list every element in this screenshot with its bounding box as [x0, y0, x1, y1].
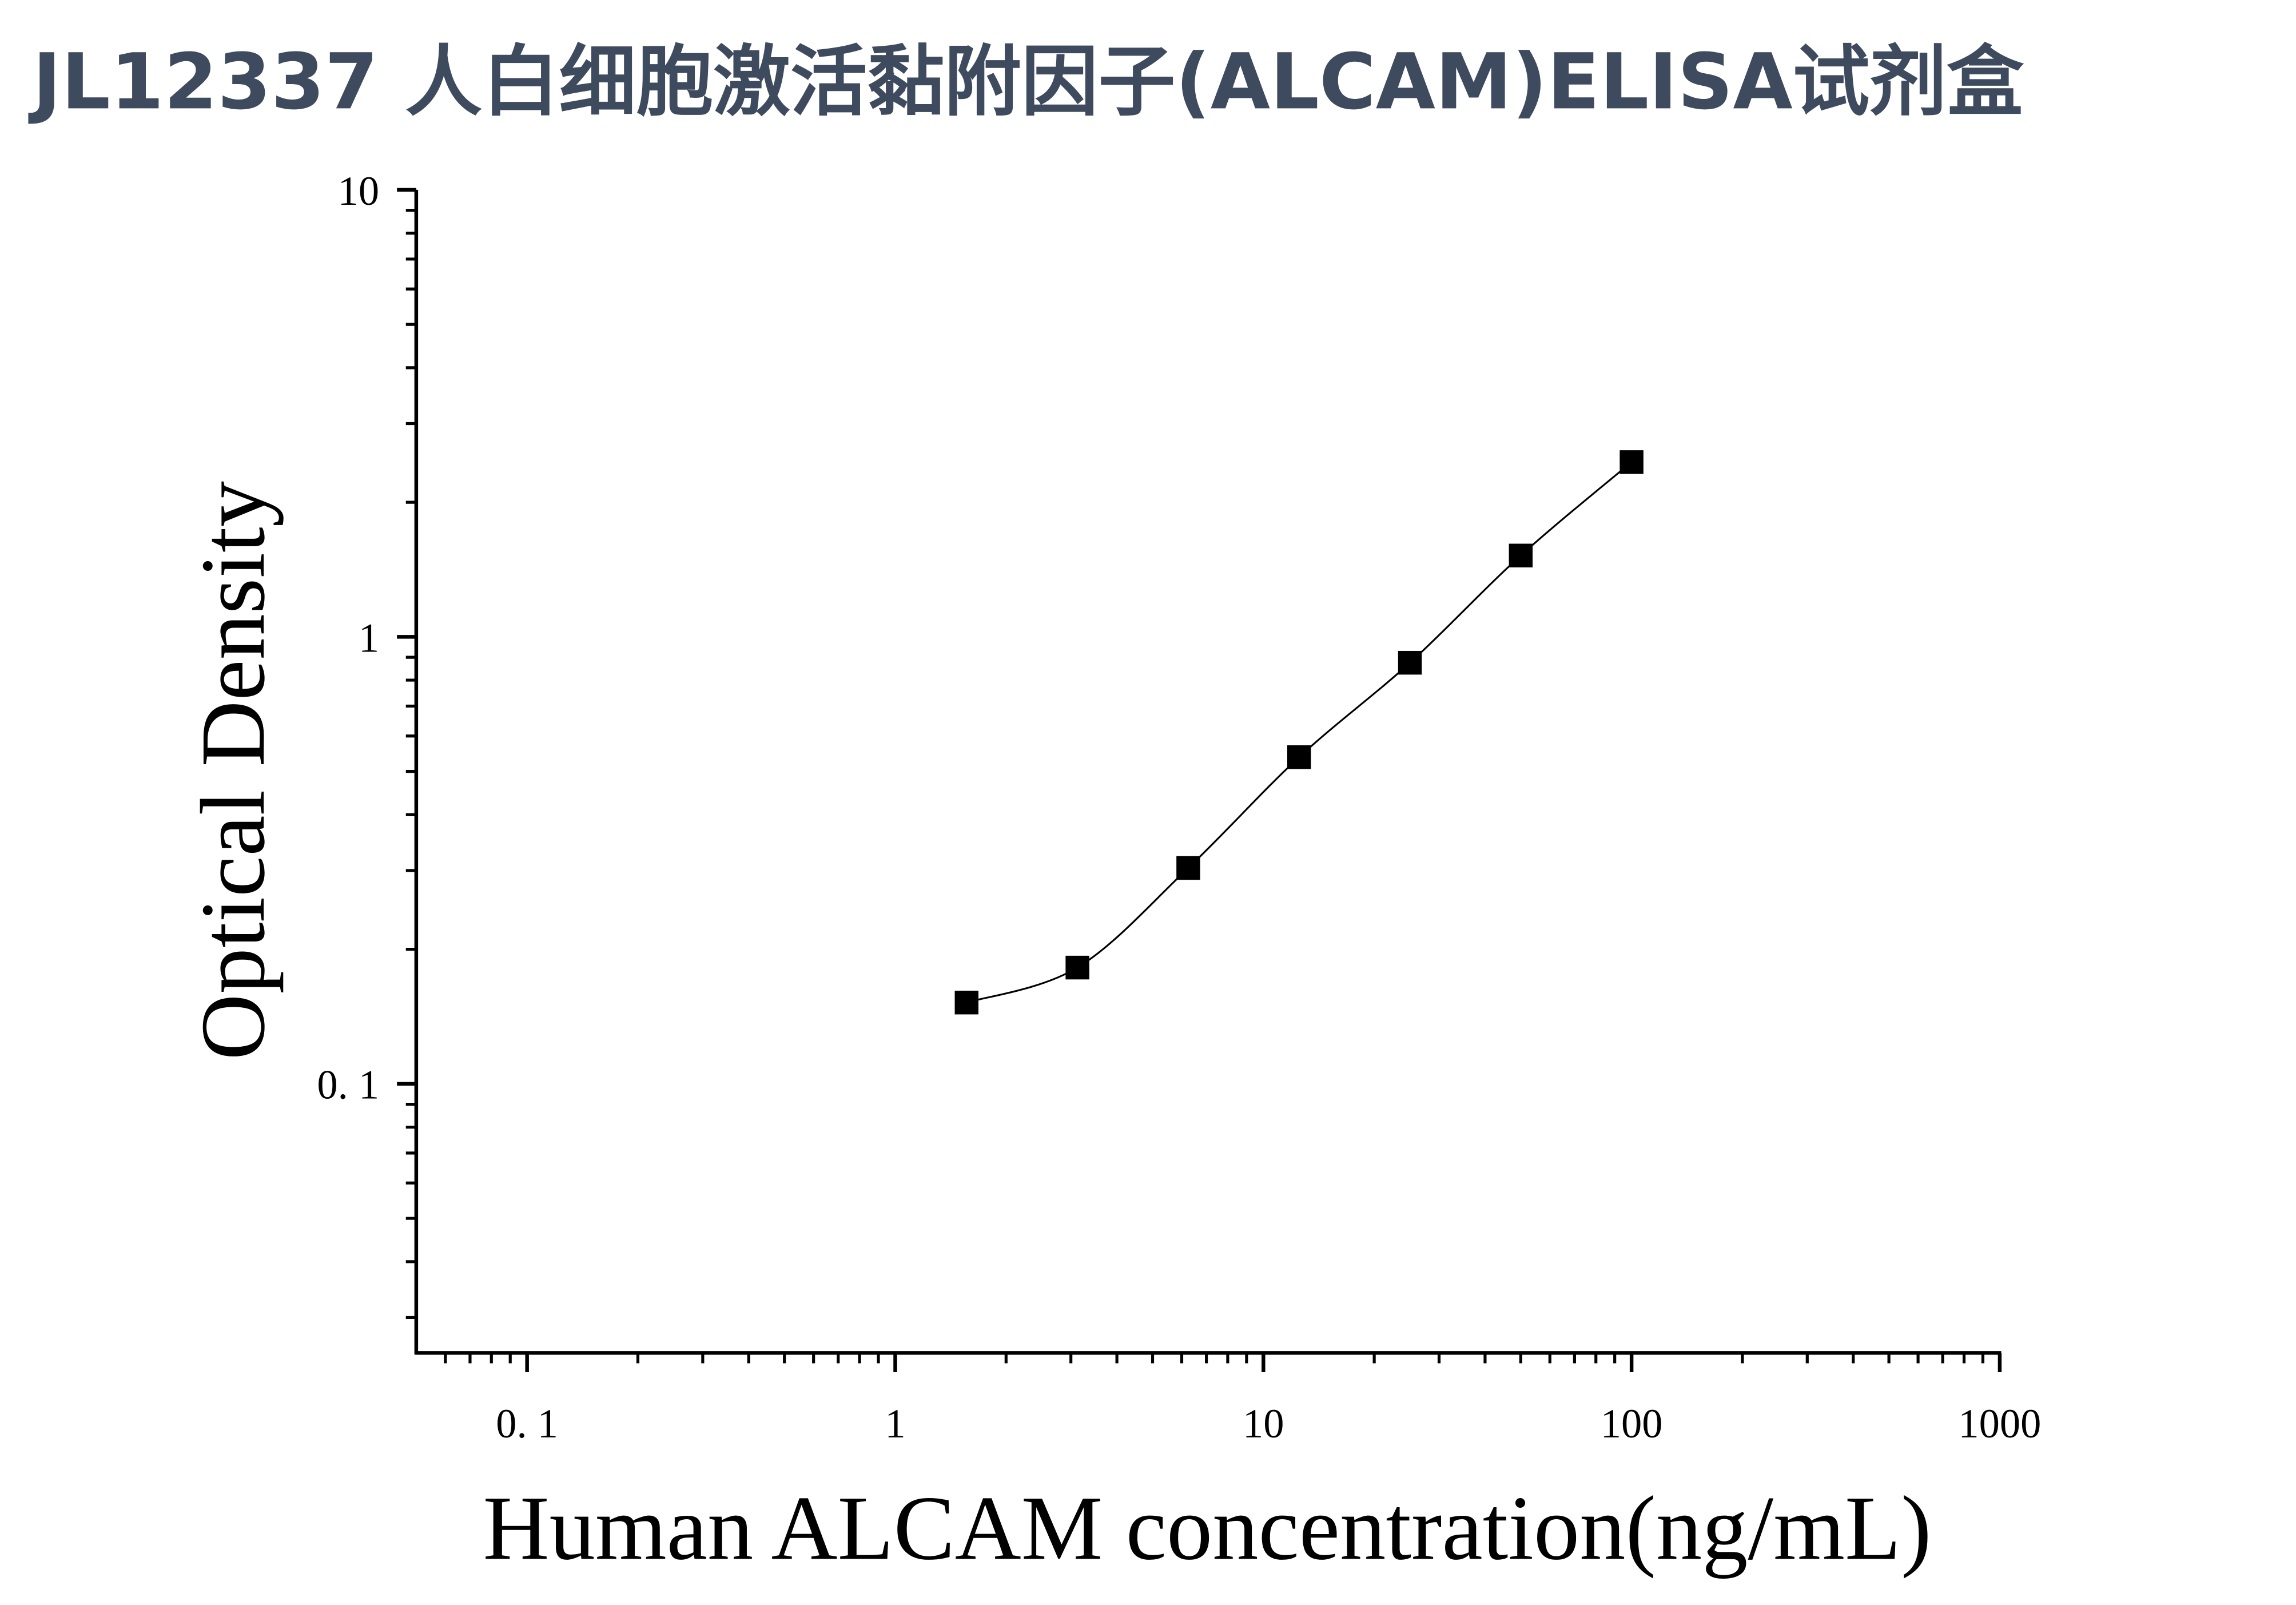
x-tick-label: 100	[1601, 1400, 1663, 1447]
x-axis-label: Human ALCAM concentration(ng/mL)	[483, 1477, 1932, 1579]
x-tick-label: 10	[1243, 1400, 1284, 1447]
data-point	[1287, 745, 1311, 769]
chart-title: JL12337 人白细胞激活黏附因子(ALCAM)ELISA试剂盒	[28, 37, 2024, 126]
fit-curve	[966, 461, 1633, 1004]
x-tick-label: 0. 1	[496, 1400, 558, 1447]
data-point	[1176, 856, 1200, 880]
data-point	[954, 990, 979, 1015]
y-tick-label: 1	[359, 614, 379, 661]
data-point	[1509, 543, 1533, 567]
data-point	[1619, 450, 1644, 474]
x-tick-label: 1000	[1958, 1400, 2041, 1447]
y-axis-label: Optical Density	[182, 481, 284, 1060]
y-tick-label: 0. 1	[317, 1062, 379, 1108]
y-tick-label: 10	[338, 168, 380, 214]
data-point	[1065, 955, 1089, 980]
x-tick-label: 1	[885, 1400, 905, 1447]
data-point	[1398, 650, 1422, 675]
